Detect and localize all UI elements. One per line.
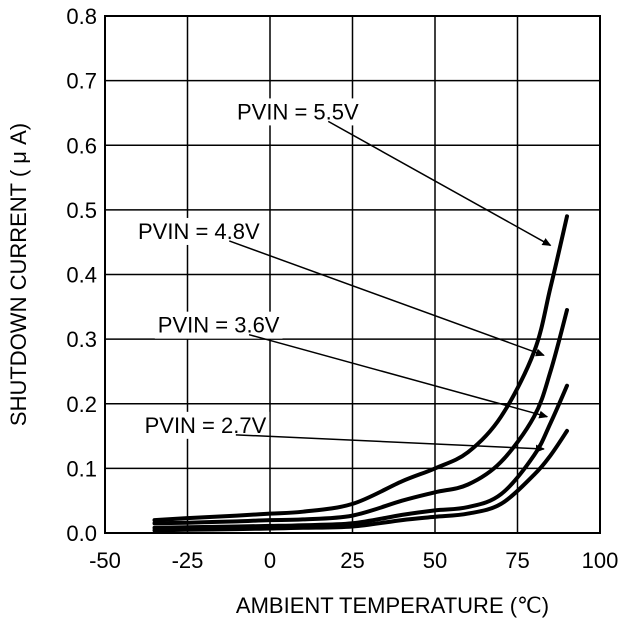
grid [105,16,600,533]
annotation-label-1: PVIN = 5.5V [237,99,359,124]
series-group [152,214,569,533]
series-line-4 [152,428,569,533]
series-line-2 [152,308,569,526]
x-tick-label: 100 [582,548,619,573]
y-tick-label: 0.4 [66,263,97,288]
annotation-arrow-4 [235,434,545,453]
x-tick-label: 0 [264,548,276,573]
y-tick-label: 0.6 [66,133,97,158]
annotation-label-3: PVIN = 3.6V [158,313,280,338]
annotation-bg-1 [234,98,362,126]
y-tick-label: 0.3 [66,327,97,352]
plot-frame [104,15,601,534]
y-tick-label: 0.1 [66,456,97,481]
x-tick-label: 25 [340,548,364,573]
y-axis-label: SHUTDOWN CURRENT ( μ A) [6,123,31,426]
annotation-arrow-2 [229,240,545,357]
axis-ticks: -50 -25 0 25 50 75 100 0.0 0.1 0.2 0.3 0.4 0.5 0.6 0.7… [66,4,618,573]
y-tick-label: 0.5 [66,198,97,223]
y-tick-label: 0.8 [66,4,97,29]
annotation-label-2: PVIN = 4.8V [138,219,260,244]
annotations: PVIN = 5.5V PVIN = 4.8V PVIN = 3.6V PVIN = … [135,98,552,453]
annotation-bg-3 [154,311,283,339]
x-tick-label: -25 [172,548,204,573]
annotation-label-4: PVIN = 2.7V [145,413,267,438]
series-line-1 [152,214,569,523]
x-tick-label: 50 [423,548,447,573]
y-tick-label: 0.0 [66,521,97,546]
annotation-bg-4 [141,411,270,439]
annotation-arrow-1 [327,120,552,247]
series-line-3 [152,383,569,530]
y-tick-label: 0.7 [66,69,97,94]
x-axis-label: AMBIENT TEMPERATURE (℃) [236,593,549,618]
y-tick-label: 0.2 [66,392,97,417]
x-tick-label: -50 [89,548,121,573]
x-tick-label: 75 [505,548,529,573]
annotation-bg-2 [135,217,263,245]
annotation-arrow-3 [248,333,549,419]
